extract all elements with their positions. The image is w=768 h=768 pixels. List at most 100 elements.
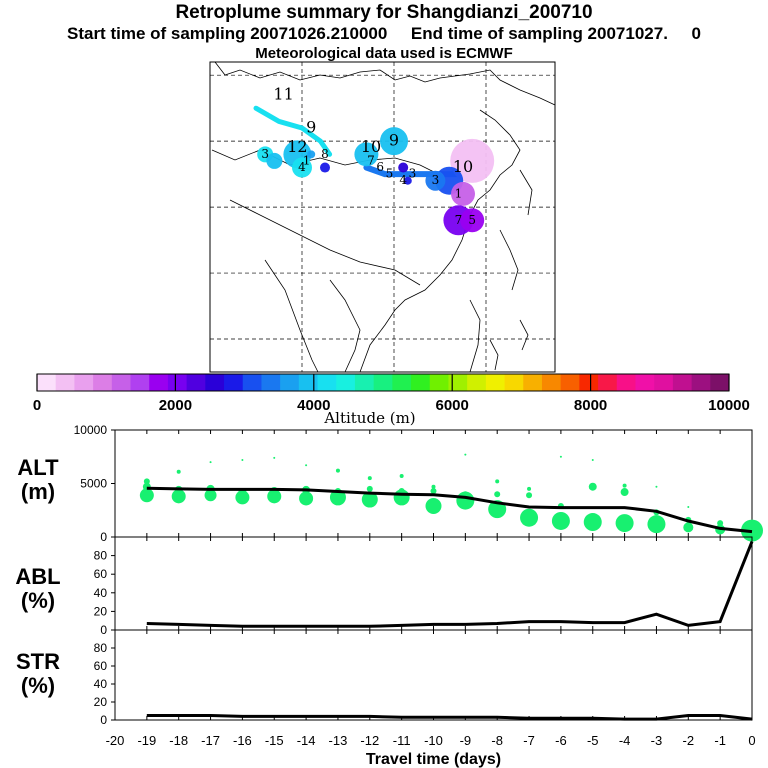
colorbar-swatch: [616, 374, 636, 391]
alt-cluster-point: [430, 487, 437, 494]
map-frame: [209, 61, 556, 373]
colorbar-swatch: [541, 374, 562, 391]
alt-cluster-point: [494, 491, 501, 498]
y-tick-label: 5000: [80, 477, 107, 491]
map-cluster-blob: [403, 176, 412, 185]
str-panel-label: STR (%): [16, 649, 60, 698]
colorbar-swatch: [411, 374, 431, 391]
colorbar-swatch: [560, 374, 580, 391]
panel-frame: [114, 629, 753, 721]
colorbar-swatch: [336, 374, 356, 391]
x-tick-label: -20: [106, 733, 125, 748]
y-tick-label: 10000: [74, 423, 108, 437]
map-cluster-label: 7: [455, 213, 463, 227]
colorbar-swatch: [186, 374, 206, 391]
map-cluster-label: 10: [453, 157, 473, 176]
map-cluster-label: 3: [409, 167, 417, 181]
x-tick-label: -2: [683, 733, 695, 748]
alt-cluster-point: [559, 455, 562, 458]
met-data-note: Meteorological data used is ECMWF: [255, 45, 513, 62]
map-cluster-label: 10: [361, 137, 381, 156]
alt-cluster-point: [204, 489, 217, 502]
colorbar-swatch: [205, 374, 225, 391]
map-cluster-label: 3: [432, 173, 440, 187]
colorbar-swatch: [373, 374, 393, 391]
map-cluster-blob: [307, 150, 316, 159]
map-cluster-label: 11: [273, 84, 293, 103]
colorbar-swatch: [485, 374, 506, 391]
str-line: [146, 714, 753, 721]
map-cluster-blob: [266, 152, 283, 169]
x-tick-label: -1: [714, 733, 726, 748]
panel-abl: [111, 536, 754, 631]
map-cluster-label: 9: [306, 117, 316, 136]
x-tick-label: -12: [360, 733, 379, 748]
x-tick-label: -10: [424, 733, 443, 748]
map-cluster-label: 5: [468, 213, 476, 227]
colorbar-swatch: [354, 374, 375, 391]
chart-title: Retroplume summary for Shangdianzi_20071…: [175, 2, 593, 23]
map-coastline: [211, 149, 441, 176]
map-cluster-blob: [398, 162, 409, 173]
alt-cluster-point: [305, 464, 308, 467]
colorbar-swatch: [654, 374, 674, 391]
colorbar-swatch: [317, 374, 337, 391]
alt-cluster-point: [366, 485, 373, 492]
map-coastline: [264, 259, 319, 373]
alt-cluster-point: [717, 520, 724, 527]
alt-cluster-point: [748, 523, 756, 532]
alt-cluster-point: [431, 484, 436, 489]
map-cluster-label: 9: [389, 131, 399, 150]
colorbar-swatch: [280, 374, 300, 391]
map-cluster-label: 3: [261, 147, 269, 161]
alt-panel-label: ALT (m): [17, 455, 59, 504]
colorbar-tick-label: 0: [33, 397, 41, 414]
map-cluster-blob: [450, 138, 495, 183]
alt-cluster-point: [495, 479, 500, 484]
alt-cluster-point: [299, 491, 314, 506]
colorbar-tick-label: 10000: [708, 397, 750, 414]
x-tick-label: -13: [329, 733, 348, 748]
map-coastline: [229, 199, 421, 286]
colorbar-swatch: [298, 374, 319, 391]
map-coastline: [214, 61, 556, 106]
colorbar-swatch: [93, 374, 113, 391]
colorbar-swatch: [74, 374, 94, 391]
alt-cluster-point: [647, 515, 666, 534]
y-tick-label: 80: [94, 549, 108, 563]
map-track-cyan: [253, 105, 333, 157]
map-cluster-blob: [380, 127, 408, 156]
map-coastline: [489, 339, 499, 371]
map-cluster-label: 1: [455, 186, 463, 200]
x-tick-label: -7: [523, 733, 535, 748]
colorbar-swatch: [111, 374, 132, 391]
alt-cluster-point: [622, 483, 627, 488]
colorbar-swatch: [710, 374, 730, 391]
colorbar-swatch: [691, 374, 711, 391]
map-cluster-label: 8: [321, 147, 329, 161]
y-tick-label: 20: [94, 695, 108, 709]
map-cluster-blob: [460, 208, 485, 233]
alt-cluster-point: [241, 458, 244, 461]
alt-cluster-point: [520, 508, 539, 527]
panel-str: [111, 629, 753, 721]
x-tick-label: -9: [460, 733, 472, 748]
map-cluster-label: 1: [303, 153, 311, 167]
x-tick-label: -4: [619, 733, 631, 748]
x-tick-label: -19: [137, 733, 156, 748]
alt-mean-line: [146, 486, 753, 534]
alt-cluster-point: [655, 485, 658, 488]
alt-cluster-point: [399, 474, 404, 479]
colorbar-swatch: [261, 374, 281, 391]
colorbar-swatch: [523, 374, 543, 391]
alt-cluster-point: [143, 478, 150, 485]
colorbar-swatch: [55, 374, 75, 391]
alt-cluster-point: [464, 453, 467, 456]
alt-cluster-point: [361, 491, 378, 508]
map-cluster-blob: [425, 170, 446, 191]
colorbar-swatch: [598, 374, 618, 391]
y-tick-label: 60: [94, 659, 108, 673]
colorbar-swatch: [224, 374, 244, 391]
alt-cluster-point: [527, 486, 532, 491]
